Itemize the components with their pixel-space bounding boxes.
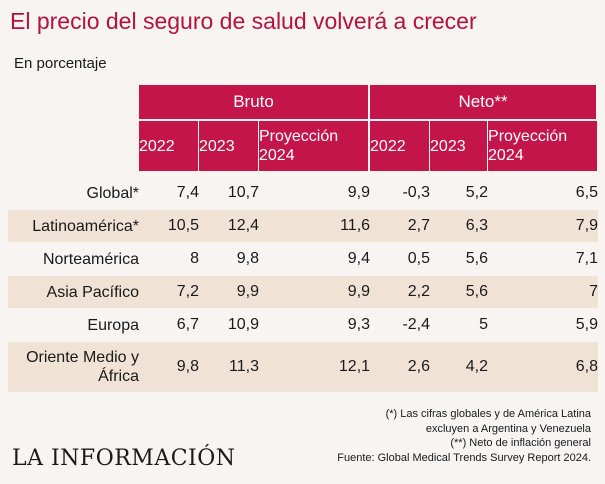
cell-value: 9,9 [259,177,371,210]
cell-value: 5,2 [430,177,489,210]
cell-value: 9,3 [259,309,371,342]
col-header: 2023 [430,119,489,171]
brand-logo: LA INFORMACIÓN [12,446,236,471]
chart-title: El precio del seguro de salud volverá a … [10,8,477,34]
cell-value: 5,6 [430,243,489,276]
cell-value: 6,8 [488,342,599,393]
group-header-neto: Neto** [370,85,599,119]
cell-value: 12,1 [259,342,371,393]
cell-value: 10,5 [139,210,199,243]
cell-value: 5,6 [430,276,489,309]
table-row: Norteamérica 8 9,8 9,4 0,5 5,6 7,1 [8,243,599,276]
cell-value: 6,5 [488,177,599,210]
cell-value: 7,1 [488,243,599,276]
table-row: Latinoamérica* 10,5 12,4 11,6 2,7 6,3 7,9 [8,210,599,243]
cell-value: 9,8 [139,342,199,393]
cell-value: 9,9 [199,276,259,309]
cell-value: 5,9 [488,309,599,342]
cell-value: 10,7 [199,177,259,210]
cell-value: 9,4 [259,243,371,276]
footnote-line: excluyen a Argentina y Venezuela [425,422,591,435]
table-row: Europa 6,7 10,9 9,3 -2,4 5 5,9 [8,309,599,342]
cell-value: 0,5 [370,243,431,276]
col-header: Proyección 2024 [259,119,371,171]
table-row: Global* 7,4 10,7 9,9 -0,3 5,2 6,5 [8,177,599,210]
cell-value: 11,6 [259,210,371,243]
cell-value: 7,2 [139,276,199,309]
cell-value: 11,3 [199,342,259,393]
cell-value: 9,9 [259,276,371,309]
cell-value: 7,4 [139,177,199,210]
row-label: Latinoamérica* [8,210,139,243]
data-table: Bruto Neto** 2022 2023 Proyección 2024 2… [8,85,599,393]
footnotes: (*) Las cifras globales y de América Lat… [261,407,591,465]
cell-value: 12,4 [199,210,259,243]
cell-value: 6,7 [139,309,199,342]
col-header: 2023 [199,119,259,171]
col-header: Proyección 2024 [488,119,599,171]
row-label: Asia Pacífico [8,276,139,309]
cell-value: 2,2 [370,276,431,309]
table-row: Asia Pacífico 7,2 9,9 9,9 2,2 5,6 7 [8,276,599,309]
source-line: Fuente: Global Medical Trends Survey Rep… [337,451,591,464]
cell-value: 4,2 [430,342,489,393]
group-header-bruto: Bruto [139,85,371,119]
row-label: Global* [8,177,139,210]
row-label: Oriente Medio y África [8,342,139,393]
cell-value: 7,9 [488,210,599,243]
row-label: Europa [8,309,139,342]
cell-value: -2,4 [370,309,431,342]
chart-subtitle: En porcentaje [14,55,107,72]
col-header: 2022 [139,119,199,171]
cell-value: 5 [430,309,489,342]
cell-value: 2,6 [370,342,431,393]
footnote-line: (**) Neto de inflación general [450,437,591,449]
cell-value: 2,7 [370,210,431,243]
col-header: 2022 [370,119,431,171]
cell-value: 10,9 [199,309,259,342]
cell-value: -0,3 [370,177,431,210]
cell-value: 7 [488,276,599,309]
cell-value: 8 [139,243,199,276]
cell-value: 9,8 [199,243,259,276]
cell-value: 6,3 [430,210,489,243]
table-row: Oriente Medio y África 9,8 11,3 12,1 2,6 4,2 6… [8,342,599,393]
footnote-line: (*) Las cifras globales y de América Lat… [385,408,591,420]
row-label: Norteamérica [8,243,139,276]
